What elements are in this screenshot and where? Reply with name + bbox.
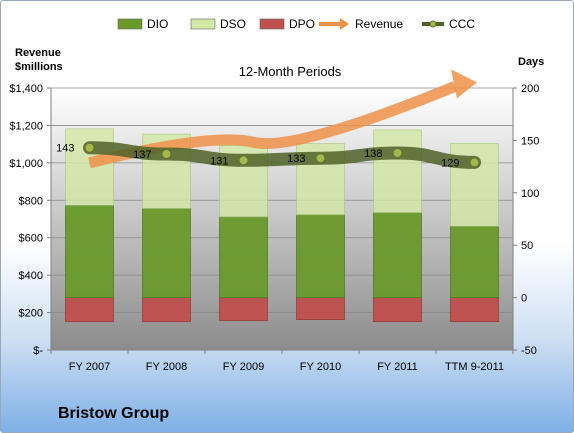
revenue-line (88, 81, 458, 169)
bar-dio (219, 216, 268, 299)
ccc-data-label: 129 (441, 157, 459, 169)
x-tick-label: FY 2008 (146, 361, 187, 373)
bar-dpo (219, 297, 268, 322)
bar-dio (450, 225, 499, 298)
legend-swatch (259, 18, 285, 30)
bar-dpo (65, 297, 114, 323)
right-tick-label: 0 (521, 293, 527, 305)
ccc-data-label: 133 (287, 153, 305, 165)
chart-title: 12-Month Periods (239, 64, 342, 79)
right-tick-label: 50 (521, 240, 533, 252)
ccc-point (161, 149, 172, 160)
revenue-series (88, 69, 477, 169)
bar-dpo (450, 297, 499, 323)
ccc-data-label: 131 (210, 155, 228, 167)
legend-label: CCC (449, 17, 475, 31)
left-tick-label: $1,200 (9, 120, 43, 132)
left-axis-label-line1: Revenue (15, 47, 61, 59)
x-tick-label: FY 2011 (377, 361, 418, 373)
ccc-data-label: 138 (364, 148, 382, 160)
x-tick-label: FY 2007 (69, 361, 110, 373)
left-tick-label: $200 (19, 308, 43, 320)
left-tick-label: $- (33, 345, 43, 357)
legend-label: Revenue (355, 17, 403, 31)
left-tick-label: $400 (19, 270, 43, 282)
ccc-data-label: 143 (56, 143, 74, 155)
bar-dso (373, 129, 422, 214)
axes: $- $200 $400 $600 $800 $1,000 $1,200 $1,400 -50 0… (9, 83, 539, 373)
legend-swatch (117, 18, 143, 30)
left-tick-label: $1,000 (9, 158, 43, 170)
ccc-point (392, 147, 403, 158)
bar-dio (296, 214, 345, 298)
left-tick-label: $1,400 (9, 83, 43, 95)
ccc-series: 143 137 131 133 138 129 (56, 141, 481, 169)
x-tick-label: FY 2010 (300, 361, 341, 373)
right-tick-label: 150 (521, 135, 539, 147)
bar-dio (373, 212, 422, 299)
ccc-point (469, 157, 480, 168)
right-axis-label: Days (518, 56, 544, 68)
revenue-arrowhead (451, 69, 477, 99)
ccc-data-label: 137 (133, 149, 151, 161)
ccc-point (84, 142, 95, 153)
left-tick-label: $800 (19, 195, 43, 207)
ccc-line (83, 141, 481, 169)
legend-label: DSO (220, 17, 246, 31)
x-tick-label: TTM 9-2011 (445, 361, 504, 373)
left-axis-label-line2: $millions (15, 61, 63, 73)
bar-dio (142, 208, 191, 299)
legend-swatch-ccc-marker (429, 20, 437, 28)
bar-dpo (296, 297, 345, 321)
legend-label: DIO (147, 17, 168, 31)
left-tick-label: $600 (19, 233, 43, 245)
right-tick-label: -50 (521, 345, 537, 357)
legend-label: DPO (289, 17, 315, 31)
company-name: Bristow Group (58, 405, 170, 422)
right-tick-label: 100 (521, 188, 539, 200)
legend: DIO DSO DPO Revenue CCC (117, 17, 475, 31)
bars (65, 128, 499, 323)
bar-dio (65, 204, 114, 299)
legend-swatch-revenue (319, 18, 349, 30)
ccc-point (315, 153, 326, 164)
bar-dso (65, 128, 114, 206)
ccc-point (238, 155, 249, 166)
x-tick-label: FY 2009 (223, 361, 264, 373)
legend-swatch (190, 18, 216, 30)
plot-area (51, 88, 513, 350)
bar-dpo (142, 297, 191, 323)
right-tick-label: 200 (521, 83, 539, 95)
bar-dpo (373, 297, 422, 323)
